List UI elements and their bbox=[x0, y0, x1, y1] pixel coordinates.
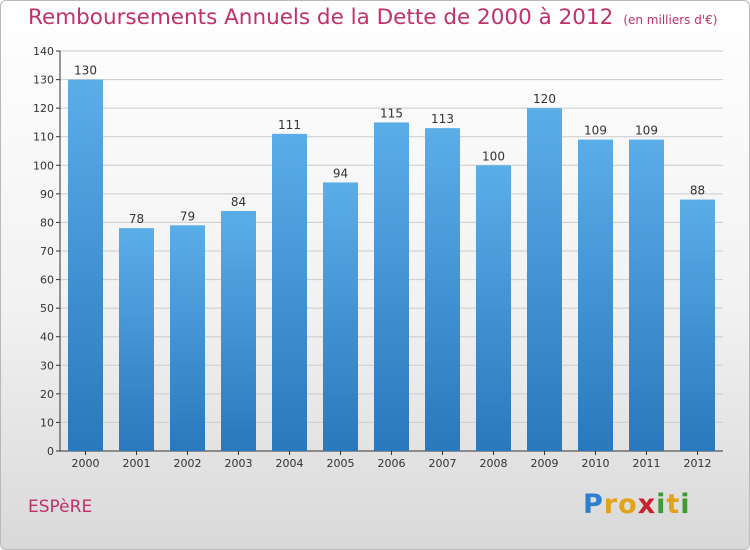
y-tick-label: 110 bbox=[33, 131, 54, 144]
x-tick-label: 2001 bbox=[123, 457, 151, 470]
bar bbox=[527, 108, 562, 452]
bar-value-label: 113 bbox=[431, 112, 454, 126]
bar-value-label: 88 bbox=[690, 184, 705, 198]
x-tick-label: 2005 bbox=[327, 457, 355, 470]
y-tick-label: 90 bbox=[40, 188, 54, 201]
y-tick-label: 30 bbox=[40, 359, 54, 372]
y-tick-label: 20 bbox=[40, 388, 54, 401]
x-tick-label: 2012 bbox=[684, 457, 712, 470]
y-tick-label: 10 bbox=[40, 416, 54, 429]
bar bbox=[425, 128, 460, 451]
bar bbox=[476, 165, 511, 452]
y-tick-label: 120 bbox=[33, 102, 54, 115]
bar-value-label: 84 bbox=[231, 195, 246, 209]
y-tick-label: 50 bbox=[40, 302, 54, 315]
bar bbox=[272, 133, 307, 451]
y-tick-label: 70 bbox=[40, 245, 54, 258]
bar bbox=[578, 139, 613, 452]
y-tick-label: 80 bbox=[40, 216, 54, 229]
x-tick-label: 2011 bbox=[633, 457, 661, 470]
logo-letter: i bbox=[656, 489, 667, 520]
bar bbox=[680, 199, 715, 451]
y-tick-label: 100 bbox=[33, 159, 54, 172]
bar bbox=[629, 139, 664, 452]
x-tick-label: 2008 bbox=[480, 457, 508, 470]
commune-name: ESPèRE bbox=[28, 497, 93, 517]
bar-value-label: 109 bbox=[635, 124, 658, 138]
bar-value-label: 94 bbox=[333, 166, 348, 180]
bar-value-label: 100 bbox=[482, 149, 505, 163]
logo-letter: P bbox=[583, 489, 604, 520]
y-tick-label: 40 bbox=[40, 331, 54, 344]
x-tick-label: 2000 bbox=[72, 457, 100, 470]
proxiti-logo: Proxiti bbox=[583, 489, 691, 520]
bar-value-label: 79 bbox=[180, 209, 195, 223]
unit-note: (en milliers d'€) bbox=[623, 13, 718, 27]
y-tick-label: 60 bbox=[40, 274, 54, 287]
bar-value-label: 130 bbox=[74, 64, 97, 78]
bar-value-label: 120 bbox=[533, 92, 556, 106]
bar-value-label: 115 bbox=[380, 106, 403, 120]
x-tick-label: 2006 bbox=[378, 457, 406, 470]
y-tick-label: 0 bbox=[47, 445, 54, 458]
x-tick-label: 2003 bbox=[225, 457, 253, 470]
x-tick-label: 2007 bbox=[429, 457, 457, 470]
bar bbox=[170, 225, 205, 451]
bar bbox=[119, 228, 154, 451]
bar bbox=[221, 211, 256, 451]
logo-letter: r bbox=[603, 489, 619, 520]
logo-letter: o bbox=[618, 489, 638, 520]
logo-letter: i bbox=[680, 489, 691, 520]
x-tick-label: 2009 bbox=[531, 457, 559, 470]
bar-value-label: 109 bbox=[584, 124, 607, 138]
bar bbox=[68, 79, 103, 452]
y-tick-label: 130 bbox=[33, 74, 54, 87]
title-text: Remboursements Annuels de la Dette de 20… bbox=[28, 5, 614, 30]
logo-letter: t bbox=[666, 489, 681, 520]
y-tick-label: 140 bbox=[33, 45, 54, 58]
x-tick-label: 2004 bbox=[276, 457, 304, 470]
bar bbox=[374, 122, 409, 451]
bar-value-label: 111 bbox=[278, 118, 301, 132]
bar-value-label: 78 bbox=[129, 212, 144, 226]
x-tick-label: 2002 bbox=[174, 457, 202, 470]
logo-letter: x bbox=[637, 489, 657, 520]
bar bbox=[323, 182, 358, 451]
chart-title: Remboursements Annuels de la Dette de 20… bbox=[28, 5, 717, 30]
x-tick-label: 2010 bbox=[582, 457, 610, 470]
